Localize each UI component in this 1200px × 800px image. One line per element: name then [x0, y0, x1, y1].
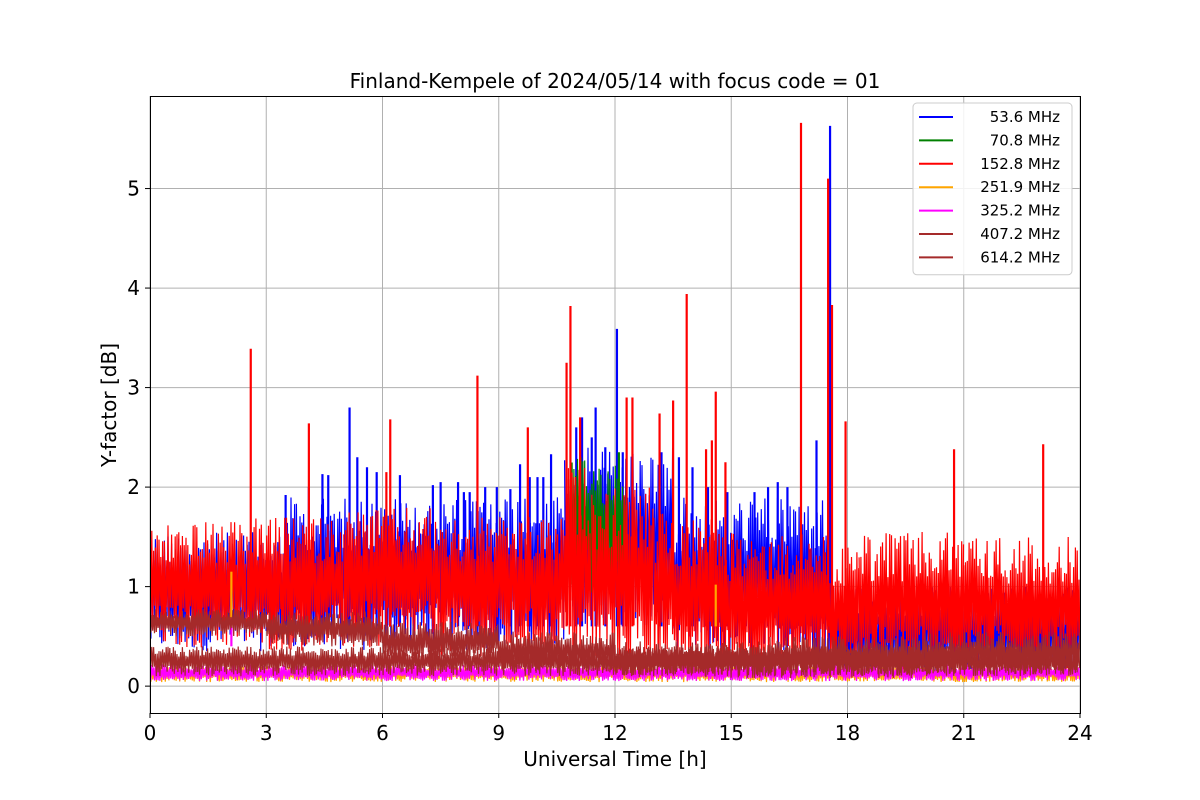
x-tick-label: 9 — [492, 721, 505, 745]
chart-title: Finland-Kempele of 2024/05/14 with focus… — [350, 69, 881, 93]
x-tick-label: 12 — [602, 721, 627, 745]
series-band — [614, 641, 771, 678]
x-tick-label: 21 — [951, 721, 976, 745]
legend-label: 70.8 MHz — [990, 131, 1060, 149]
plot-area — [150, 122, 1080, 683]
legend-label: 407.2 MHz — [980, 225, 1060, 243]
x-tick-label: 18 — [835, 721, 860, 745]
series-band — [150, 522, 247, 648]
series-band — [265, 611, 383, 647]
legend: 53.6 MHz 70.8 MHz 152.8 MHz 251.9 MHz 325.2 … — [912, 102, 1073, 276]
series-band — [498, 631, 616, 672]
series-group — [150, 122, 1080, 683]
x-tick-label: 24 — [1067, 721, 1092, 745]
series-407-2-mhz — [150, 646, 1080, 677]
x-tick-label: 0 — [144, 721, 157, 745]
series-band — [769, 636, 926, 679]
series-325-2-mhz — [150, 626, 1080, 682]
y-tick-label: 0 — [127, 674, 140, 698]
y-tick-label: 5 — [127, 177, 140, 201]
legend-box — [912, 102, 1073, 276]
x-tick-label: 6 — [376, 721, 389, 745]
x-axis-label: Universal Time [h] — [523, 747, 706, 771]
y-axis-label: Y-factor [dB] — [97, 343, 121, 468]
y-tick-label: 3 — [127, 376, 140, 400]
legend-label: 152.8 MHz — [980, 155, 1060, 173]
series-band — [963, 536, 1080, 672]
x-tick-label: 3 — [260, 721, 273, 745]
series-band — [150, 646, 1080, 677]
legend-label: 614.2 MHz — [980, 248, 1060, 266]
series-band — [150, 608, 267, 637]
series-band — [591, 487, 654, 663]
series-band — [150, 664, 1080, 682]
x-tick-label: 15 — [719, 721, 744, 745]
series-band — [711, 532, 829, 674]
series-band — [440, 517, 567, 657]
series-band — [343, 507, 441, 648]
legend-label: 53.6 MHz — [990, 108, 1060, 126]
series-band — [381, 621, 500, 662]
series-band — [924, 631, 1080, 676]
series-152-8-mhz — [150, 122, 1080, 674]
legend-label: 325.2 MHz — [980, 202, 1060, 220]
y-tick-label: 2 — [127, 475, 140, 499]
y-tick-label: 4 — [127, 276, 140, 300]
y-tick-label: 1 — [127, 575, 140, 599]
legend-label: 251.9 MHz — [980, 178, 1060, 196]
series-band — [858, 531, 965, 670]
series-band — [653, 513, 712, 672]
series-614-2-mhz — [150, 608, 1080, 679]
